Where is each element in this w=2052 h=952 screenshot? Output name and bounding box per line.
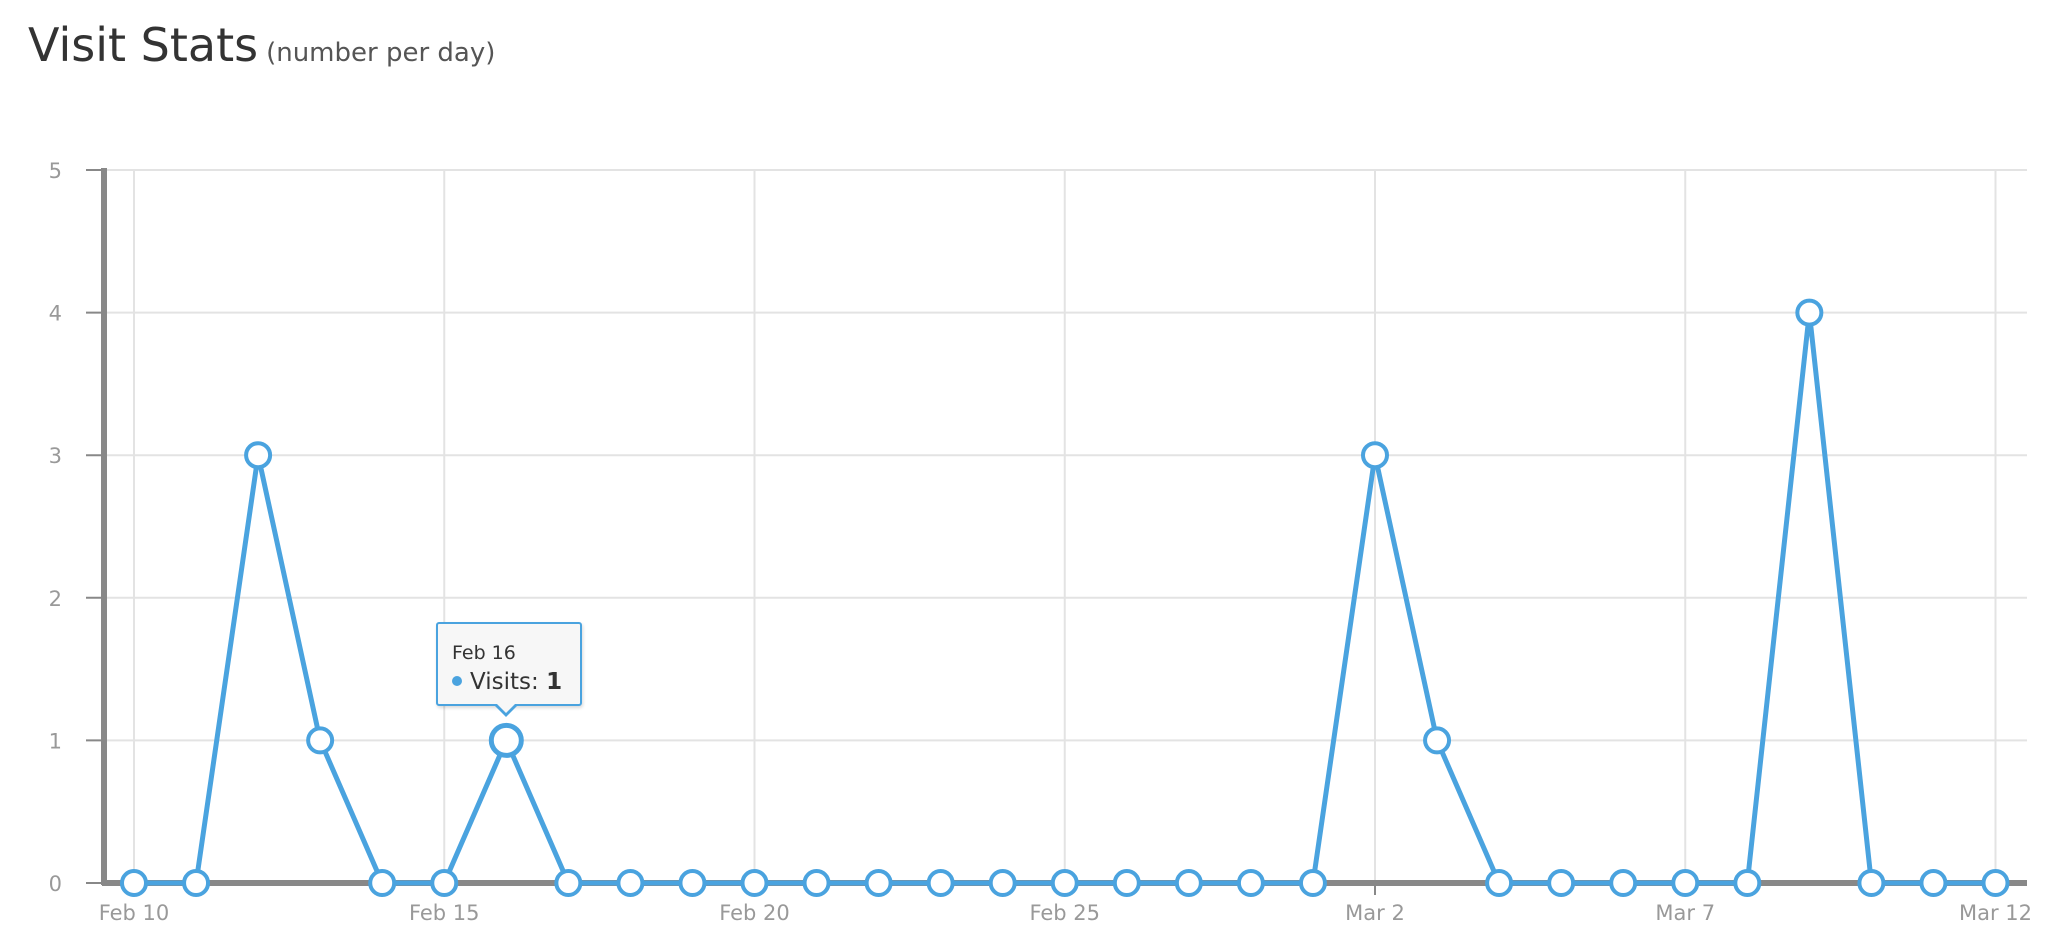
data-tooltip: Feb 16 Visits: 1: [436, 622, 582, 706]
data-point[interactable]: [1671, 869, 1700, 897]
data-point[interactable]: [368, 869, 397, 897]
data-point[interactable]: [678, 869, 707, 897]
data-point[interactable]: [1919, 869, 1948, 897]
tooltip-row: Visits: 1: [452, 671, 580, 694]
y-tick-label: 1: [49, 729, 62, 753]
chart-title-block: Visit Stats (number per day): [28, 18, 495, 72]
x-tick-label: Feb 15: [409, 901, 480, 925]
series-points: [120, 298, 2010, 897]
data-point[interactable]: [1112, 869, 1141, 897]
data-point[interactable]: [1857, 869, 1886, 897]
data-point[interactable]: [988, 869, 1017, 897]
grid: [104, 169, 2027, 883]
y-tick-label: 5: [49, 159, 62, 183]
tooltip-series-label: Visits:: [470, 669, 539, 695]
series-dot-icon: [452, 675, 462, 686]
x-tick-label: Feb 20: [719, 901, 790, 925]
data-point[interactable]: [926, 869, 955, 897]
data-point[interactable]: [740, 869, 769, 897]
data-point[interactable]: [1547, 869, 1576, 897]
data-point[interactable]: [1361, 441, 1389, 470]
data-point[interactable]: [1795, 298, 1824, 327]
chart-title: Visit Stats: [28, 18, 259, 72]
data-point[interactable]: [182, 869, 211, 897]
data-point[interactable]: [802, 869, 831, 897]
data-point[interactable]: [864, 869, 893, 897]
x-tick-label: Feb 25: [1029, 901, 1100, 925]
data-point[interactable]: [1236, 869, 1265, 897]
tooltip-pointer-fill: [497, 704, 515, 713]
data-point[interactable]: [1609, 869, 1638, 897]
data-point[interactable]: [244, 441, 273, 470]
data-point[interactable]: [1050, 869, 1079, 897]
data-point[interactable]: [554, 869, 583, 897]
y-tick-label: 0: [49, 872, 62, 896]
x-tick-label: Mar 2: [1345, 901, 1405, 925]
data-point[interactable]: [120, 869, 148, 897]
data-point[interactable]: [1298, 869, 1327, 897]
x-tick-label: Feb 10: [99, 901, 170, 925]
y-tick-label: 4: [49, 302, 62, 326]
chart-subtitle: (number per day): [266, 38, 496, 68]
data-point[interactable]: [1981, 869, 2010, 897]
data-point[interactable]: [616, 869, 645, 897]
data-point[interactable]: [1423, 726, 1452, 755]
x-tick-label: Mar 12: [1959, 901, 2032, 925]
data-point[interactable]: [430, 869, 459, 897]
data-point[interactable]: [306, 726, 335, 755]
data-point[interactable]: [1733, 869, 1762, 897]
y-tick-label: 2: [49, 587, 62, 611]
tooltip-date: Feb 16: [452, 642, 516, 664]
axes: 0 1 2 3 4 5 Feb 10 Feb 15 Feb 20 Feb 25 Mar 2 Mar 7…: [49, 159, 2032, 925]
y-tick-label: 3: [49, 444, 62, 468]
x-tick-label: Mar 7: [1655, 901, 1715, 925]
data-point[interactable]: [1174, 869, 1203, 897]
data-point-highlighted[interactable]: [488, 722, 524, 758]
data-point[interactable]: [1485, 869, 1514, 897]
tooltip-value: 1: [546, 669, 563, 695]
